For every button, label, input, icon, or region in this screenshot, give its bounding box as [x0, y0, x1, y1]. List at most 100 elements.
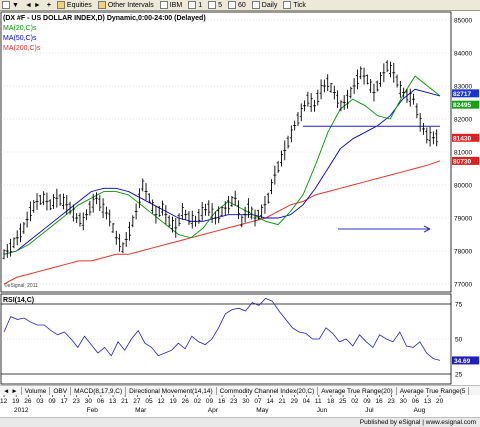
toolbar: ▼ ◄ ► + Equities Other Intervals IBM 1 5 …	[0, 0, 480, 11]
interval-60-button[interactable]: 60	[228, 1, 246, 9]
interval-5-button[interactable]: 5	[208, 1, 222, 9]
interval-1-button[interactable]: 1	[188, 1, 202, 9]
add-icon[interactable]: +	[46, 1, 51, 9]
nav-right-icon[interactable]: ►	[33, 1, 41, 9]
x-day-tick: 06	[412, 398, 420, 405]
x-day-tick: 18	[327, 398, 335, 405]
legend-ma20: MA(20,C)s	[3, 25, 37, 32]
price-badge-label: 80730	[453, 158, 471, 165]
folder-icon	[56, 1, 65, 9]
x-day-tick: 04	[303, 398, 311, 405]
x-day-tick: 29	[291, 398, 299, 405]
x-day-tick: 16	[375, 398, 383, 405]
daily-button[interactable]: Daily	[251, 1, 278, 9]
x-day-tick: 23	[73, 398, 81, 405]
x-day-tick: 02	[194, 398, 202, 405]
x-day-tick: 16	[218, 398, 226, 405]
symbol-dropdown[interactable]: ▼	[2, 1, 19, 9]
tab-volume[interactable]: Volume	[22, 386, 51, 396]
equities-label: Equities	[66, 1, 92, 9]
x-day-tick: 09	[206, 398, 214, 405]
x-day-tick: 30	[85, 398, 93, 405]
x-month-label: May	[256, 407, 269, 414]
x-day-tick: 19	[170, 398, 178, 405]
chart-svg[interactable]: 85000 84000 83000 82000 81000 80000 79000 78000…	[0, 11, 480, 385]
nav-left-icon[interactable]: ◄	[24, 1, 32, 9]
price-badge	[452, 156, 479, 165]
rsi-series	[3, 297, 441, 361]
trend-arrow	[338, 225, 431, 233]
x-axis: 12 19 26 03 09 17 23 30 06 13 21 27 05 12 19 26 02 09 16 23…	[0, 395, 480, 417]
legend-ma50: MA(50,C)s	[3, 35, 37, 42]
x-day-tick: 30	[400, 398, 408, 405]
tab-atr20[interactable]: Average True Range(20)	[318, 386, 397, 396]
x-day-tick: 20	[436, 398, 444, 405]
interval-icon	[208, 1, 217, 9]
tab-macd[interactable]: MACD(8,17,9,C)	[71, 386, 127, 396]
x-day-tick: 26	[24, 398, 32, 405]
x-day-tick: 17	[61, 398, 69, 405]
symbol-dropdown-arrow: ▼	[12, 1, 19, 9]
legend-ma200: MA(200,C)s	[3, 45, 41, 52]
x-day-tick: 09	[48, 398, 56, 405]
x-month-label: Apr	[208, 407, 219, 414]
tab-scroll[interactable]: ◄ ►	[0, 386, 22, 396]
tick-button[interactable]: Tick	[283, 1, 306, 9]
other-intervals-button[interactable]: Other Intervals	[97, 1, 154, 9]
equities-button[interactable]: Equities	[56, 1, 92, 9]
tab-atr5[interactable]: Average True Range(5	[397, 386, 470, 396]
interval-60-label: 60	[238, 1, 246, 9]
price-grid	[1, 19, 451, 285]
tab-obv[interactable]: OBV	[50, 386, 72, 396]
other-intervals-label: Other Intervals	[107, 1, 154, 9]
tab-cci[interactable]: Commodity Channel Index(20,C)	[217, 386, 319, 396]
x-month-label: Jul	[365, 407, 374, 414]
price-y-ticks: 85000 84000 83000 82000 81000 80000 79000 78000…	[454, 18, 472, 289]
x-month-label: Mar	[135, 407, 147, 414]
interval-icon	[188, 1, 197, 9]
rsi-grid	[1, 303, 451, 375]
rsi-y-ticks: 75 50 25	[455, 302, 463, 379]
chart-area[interactable]: 85000 84000 83000 82000 81000 80000 79000 78000…	[0, 11, 480, 387]
price-y-tick: 83000	[454, 84, 472, 91]
footer-text: Published by eSignal | www.esignal.com	[359, 419, 476, 426]
price-badge-label: 81430	[453, 135, 471, 142]
x-day-tick: 03	[36, 398, 44, 405]
x-month-label: 2012	[14, 407, 29, 414]
price-y-tick: 79000	[454, 216, 472, 223]
rsi-title: RSI(14,C)	[3, 297, 34, 304]
folder-icon	[97, 1, 106, 9]
tick-label: Tick	[293, 1, 306, 9]
x-day-tick: 05	[145, 398, 153, 405]
symbol-box-icon	[2, 1, 10, 9]
price-y-tick: 78000	[454, 249, 472, 256]
ma20-line	[3, 75, 441, 255]
interval-5-label: 5	[218, 1, 222, 9]
x-month-label: Aug	[414, 407, 426, 414]
rsi-badge-label: 34.69	[454, 358, 471, 365]
toolbar-nav-arrows[interactable]: ◄ ►	[25, 2, 41, 9]
price-bars	[2, 60, 439, 260]
x-day-tick: 30	[242, 398, 250, 405]
price-badge	[452, 133, 479, 142]
x-day-tick: 19	[12, 398, 20, 405]
x-day-tick: 23	[388, 398, 396, 405]
price-y-tick: 81000	[454, 150, 472, 157]
price-badge-label: 82495	[453, 102, 471, 109]
rsi-y-tick: 75	[455, 302, 463, 309]
footer: Published by eSignal | www.esignal.com	[0, 417, 480, 427]
x-day-tick: 14	[266, 398, 274, 405]
x-day-tick: 27	[133, 398, 141, 405]
interval-icon	[283, 1, 292, 9]
x-axis-svg: 12 19 26 03 09 17 23 30 06 13 21 27 05 12 19 26 02 09 16 23…	[0, 395, 444, 414]
x-month-label: Feb	[87, 407, 99, 414]
daily-label: Daily	[261, 1, 278, 9]
ma200-line	[3, 160, 441, 285]
rsi-badge	[452, 356, 479, 365]
x-day-tick: 12	[0, 398, 8, 405]
x-day-tick: 13	[424, 398, 432, 405]
tab-directional-movement[interactable]: Directional Movement(14,14)	[126, 386, 217, 396]
interval-icon	[251, 1, 260, 9]
ibm-button[interactable]: IBM	[159, 1, 182, 9]
ma200-series	[3, 160, 441, 285]
